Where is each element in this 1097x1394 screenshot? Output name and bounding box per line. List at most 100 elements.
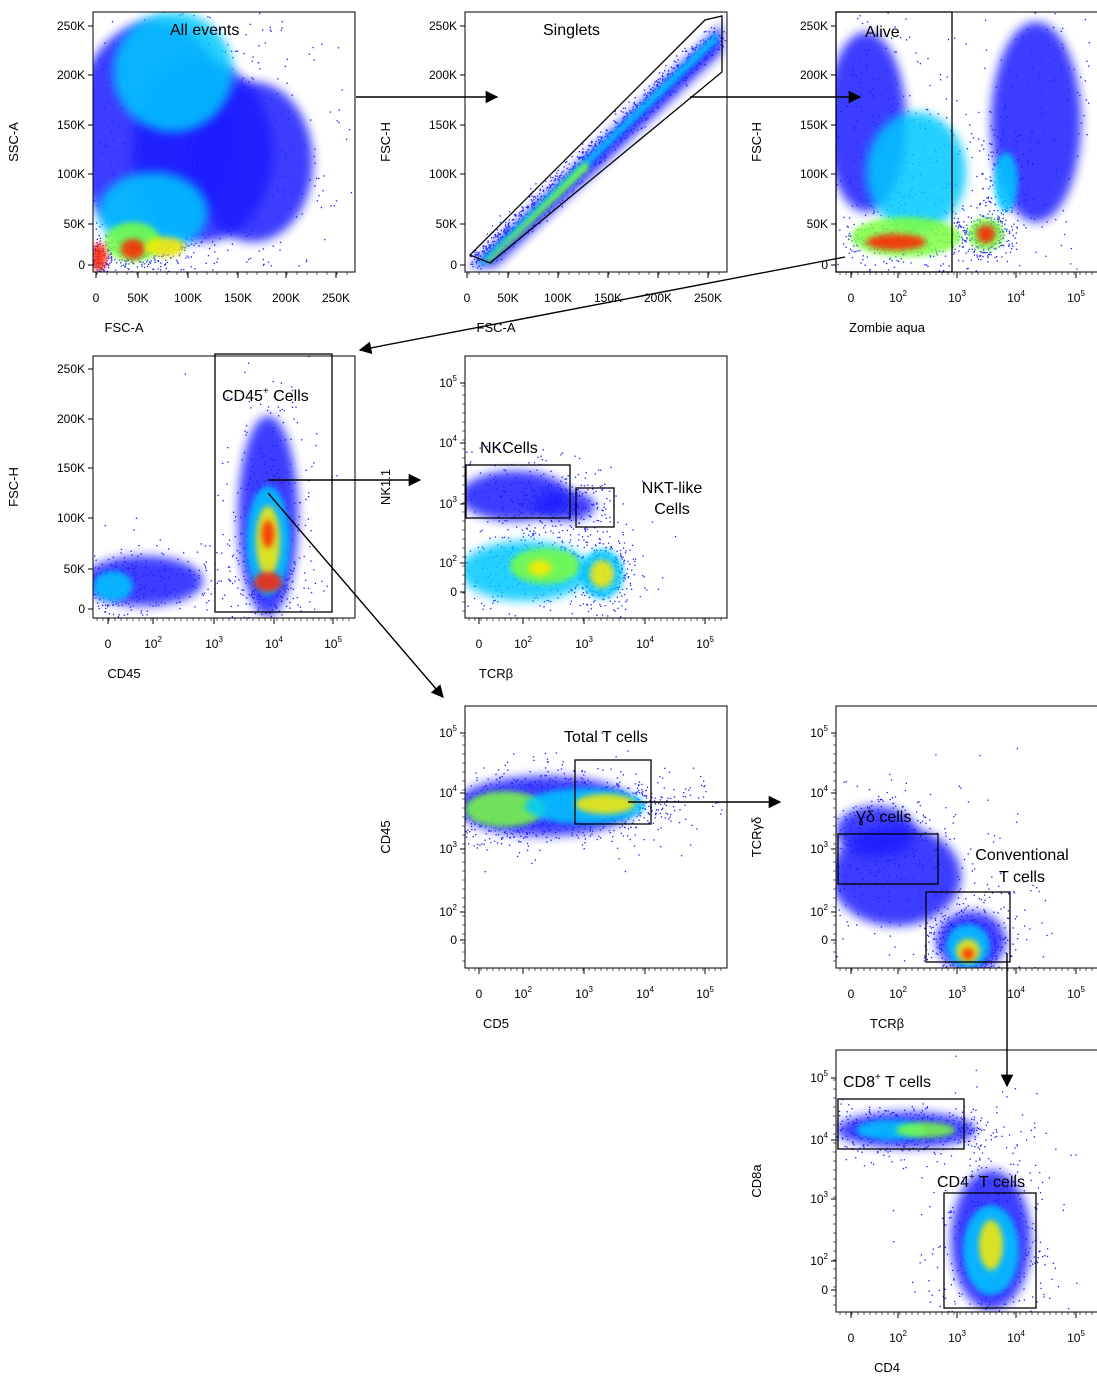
event-dot [142, 261, 144, 263]
event-dot [809, 154, 810, 155]
event-dot [1015, 232, 1017, 234]
event-dot [624, 107, 626, 109]
event-dot [597, 138, 600, 141]
event-dot [1055, 219, 1057, 221]
event-dot [827, 233, 828, 234]
event-dot [190, 256, 192, 258]
event-dot [153, 258, 156, 260]
event-dot [966, 238, 968, 240]
event-dot [129, 283, 130, 284]
event-dot [312, 46, 314, 49]
event-dot [966, 268, 968, 270]
event-dot [800, 239, 801, 240]
event-dot [542, 189, 545, 191]
event-dot [293, 567, 295, 569]
event-dot [765, 157, 766, 158]
event-dot [166, 261, 168, 264]
event-dot [56, 164, 57, 165]
event-dot [940, 79, 942, 81]
event-dot [622, 111, 624, 113]
event-dot [815, 235, 816, 236]
event-dot [873, 211, 875, 214]
event-dot [634, 97, 636, 99]
event-dot [905, 39, 908, 41]
y-tick-label: 250K [800, 19, 828, 33]
event-dot [232, 57, 234, 59]
event-dot [49, 135, 50, 136]
event-dot [246, 261, 248, 263]
event-dot [1086, 284, 1087, 285]
event-dot [248, 401, 250, 403]
event-dot [691, 46, 693, 48]
event-dot [227, 397, 229, 399]
event-dot [331, 274, 332, 275]
event-dot [322, 190, 324, 192]
event-dot [310, 119, 312, 121]
event-dot [571, 155, 573, 158]
event-dot [321, 43, 323, 45]
event-dot [160, 269, 162, 271]
event-dot [978, 255, 980, 257]
event-dot [1012, 245, 1014, 247]
event-dot [623, 116, 625, 118]
event-dot [566, 160, 568, 163]
event-dot [60, 195, 61, 196]
event-dot [934, 278, 935, 279]
event-dot [842, 243, 845, 245]
event-dot [990, 217, 992, 219]
event-dot [168, 270, 170, 272]
event-dot [519, 213, 521, 216]
event-dot [883, 261, 885, 263]
event-dot [1006, 228, 1008, 231]
event-dot [269, 26, 271, 28]
event-dot [499, 215, 501, 217]
event-dot [557, 170, 559, 172]
event-dot [889, 258, 891, 260]
y-axis-label: FSC-H [378, 122, 393, 162]
event-dot [979, 150, 981, 152]
event-dot [314, 162, 316, 164]
event-dot [88, 545, 89, 546]
event-dot [959, 226, 961, 228]
event-dot [26, 122, 27, 123]
event-dot [98, 273, 99, 274]
plot-frame [92, 11, 356, 273]
y-tick-label: 0 [78, 258, 85, 272]
event-dot [652, 86, 654, 89]
event-dot [508, 226, 511, 228]
event-dot [281, 27, 283, 29]
y-tick-label: 0 [450, 258, 457, 272]
event-dot [702, 39, 704, 41]
event-dot [662, 79, 664, 81]
y-tick-label: 150K [57, 118, 85, 132]
event-dot [98, 270, 100, 272]
event-dot [677, 65, 679, 67]
event-dot [508, 228, 510, 230]
event-dot [595, 140, 597, 143]
event-dot [91, 564, 92, 565]
event-dot [89, 235, 90, 236]
event-dot [676, 65, 678, 67]
event-dot [120, 302, 121, 303]
event-dot [1023, 224, 1025, 226]
event-dot [231, 243, 234, 245]
event-dot [991, 180, 993, 182]
event-dot [578, 156, 580, 159]
event-dot [82, 186, 83, 187]
event-dot [120, 262, 122, 264]
event-dot [955, 213, 957, 215]
event-dot [938, 270, 941, 272]
density-region [866, 112, 966, 232]
event-dot [286, 58, 288, 60]
event-dot [69, 277, 70, 278]
event-dot [208, 600, 210, 602]
event-dot [298, 516, 301, 518]
event-dot [5, 163, 6, 164]
event-dot [971, 133, 973, 135]
event-dot [557, 178, 559, 180]
event-dot [578, 151, 580, 153]
event-dot [141, 624, 142, 625]
event-dot [662, 76, 664, 78]
event-dot [62, 577, 63, 578]
event-dot [957, 225, 960, 227]
